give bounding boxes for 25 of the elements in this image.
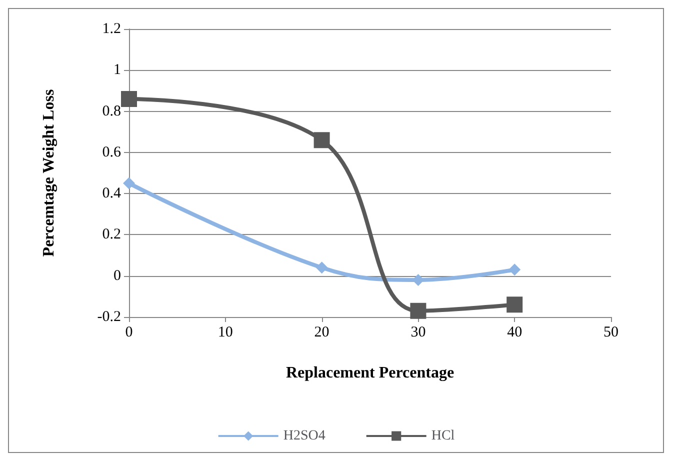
x-tick-label: 0: [125, 324, 133, 340]
point: [314, 132, 330, 148]
x-tick-label: 10: [218, 324, 233, 340]
x-tick-label: 20: [314, 324, 330, 340]
point: [506, 296, 523, 313]
y-tick-label: 0.4: [102, 186, 122, 202]
point: [123, 177, 135, 190]
legend-label: HCl: [431, 428, 455, 444]
y-tick-label: 0: [114, 268, 121, 284]
y-tick-label: 0.6: [102, 144, 122, 160]
point: [316, 262, 328, 274]
y-tick-label: 1.2: [102, 21, 121, 37]
y-tick-label: 0.8: [102, 103, 121, 120]
x-axis-title: Replacement Percentage: [286, 364, 454, 382]
y-axis-title: Percemtage Weight Loss: [40, 89, 58, 257]
y-tick-label: 1: [114, 62, 121, 78]
x-tick-label: 50: [604, 324, 618, 340]
x-tick-label: 40: [507, 324, 522, 340]
y-tick-label: 0.2: [102, 226, 121, 243]
point: [508, 264, 521, 276]
legend-label: H2SO4: [283, 428, 326, 444]
y-tick-label: -0.2: [97, 309, 121, 325]
point: [121, 90, 137, 107]
x-tick-label: 30: [410, 324, 426, 340]
point: [410, 302, 426, 319]
